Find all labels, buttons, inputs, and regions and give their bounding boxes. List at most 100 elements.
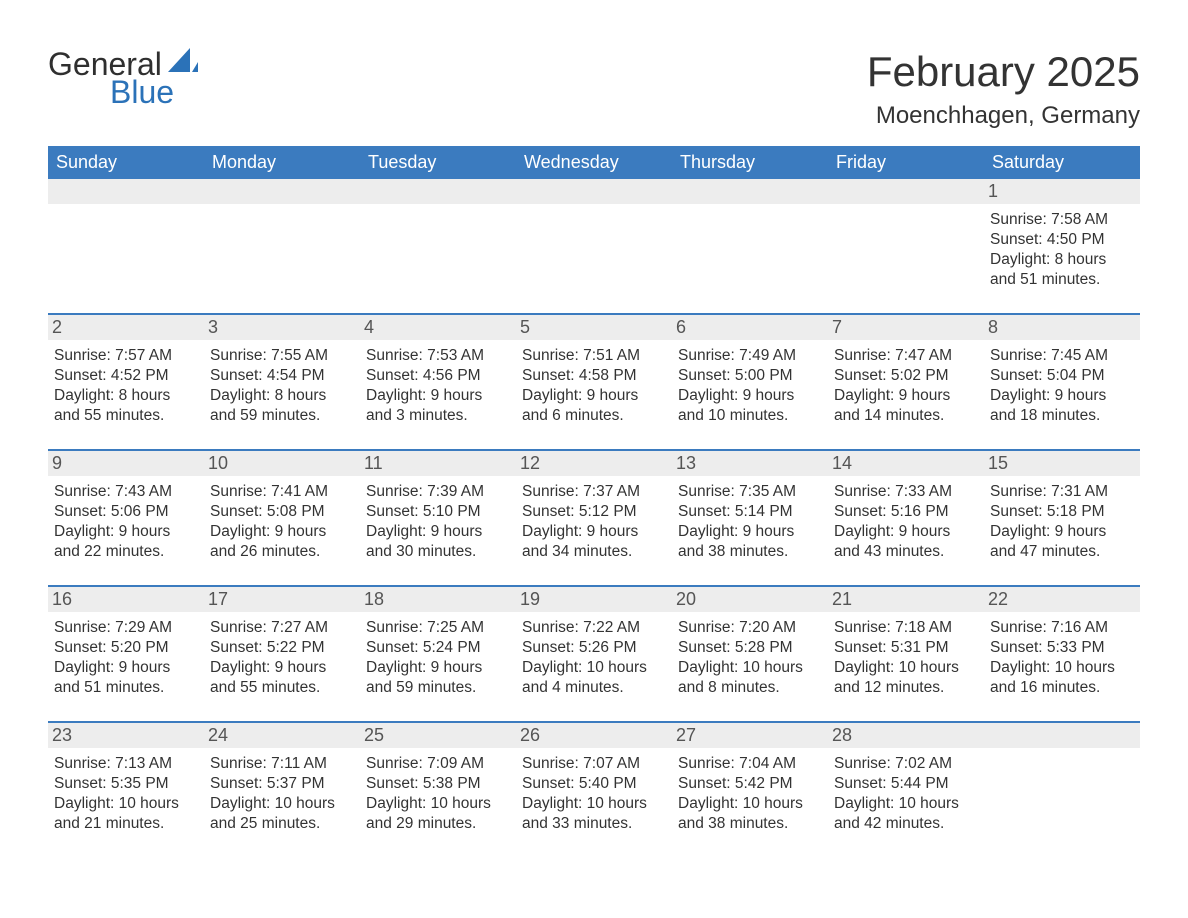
day-info: Sunrise: 7:07 AMSunset: 5:40 PMDaylight:…: [522, 754, 666, 835]
daylight2-text: and 22 minutes.: [54, 542, 198, 562]
sunset-text: Sunset: 5:04 PM: [990, 366, 1134, 386]
sunrise-text: Sunrise: 7:49 AM: [678, 346, 822, 366]
daylight1-text: Daylight: 9 hours: [522, 386, 666, 406]
daylight1-text: Daylight: 9 hours: [834, 522, 978, 542]
day-info: Sunrise: 7:49 AMSunset: 5:00 PMDaylight:…: [678, 346, 822, 427]
day-cell: 14 Sunrise: 7:33 AMSunset: 5:16 PMDayligh…: [828, 451, 984, 571]
sunset-text: Sunset: 5:26 PM: [522, 638, 666, 658]
sunrise-text: Sunrise: 7:07 AM: [522, 754, 666, 774]
dayhead-tue: Tuesday: [360, 146, 516, 179]
daylight2-text: and 25 minutes.: [210, 814, 354, 834]
daylight2-text: and 34 minutes.: [522, 542, 666, 562]
day-cell: 15Sunrise: 7:31 AMSunset: 5:18 PMDayligh…: [984, 451, 1140, 571]
dayhead-mon: Monday: [204, 146, 360, 179]
day-cell: [360, 179, 516, 299]
sunset-text: Sunset: 5:37 PM: [210, 774, 354, 794]
sunset-text: Sunset: 5:38 PM: [366, 774, 510, 794]
sunrise-text: Sunrise: 7:18 AM: [834, 618, 978, 638]
dayhead-sun: Sunday: [48, 146, 204, 179]
daylight2-text: and 14 minutes.: [834, 406, 978, 426]
day-cell: 16Sunrise: 7:29 AMSunset: 5:20 PMDayligh…: [48, 587, 204, 707]
daylight2-text: and 38 minutes.: [678, 814, 822, 834]
day-info: Sunrise: 7:16 AMSunset: 5:33 PMDaylight:…: [990, 618, 1134, 699]
daylight1-text: Daylight: 8 hours: [54, 386, 198, 406]
day-number: 21: [828, 587, 984, 612]
daylight1-text: Daylight: 9 hours: [678, 522, 822, 542]
sunset-text: Sunset: 5:33 PM: [990, 638, 1134, 658]
page: General Blue February 2025 Moenchhagen, …: [0, 0, 1188, 883]
day-cell: [984, 723, 1140, 843]
week-row: 9Sunrise: 7:43 AMSunset: 5:06 PMDaylight…: [48, 449, 1140, 571]
sunset-text: Sunset: 5:02 PM: [834, 366, 978, 386]
daylight1-text: Daylight: 9 hours: [366, 522, 510, 542]
daylight1-text: Daylight: 9 hours: [54, 658, 198, 678]
day-info: Sunrise: 7:57 AMSunset: 4:52 PMDaylight:…: [54, 346, 198, 427]
sunset-text: Sunset: 4:52 PM: [54, 366, 198, 386]
day-cell: 9Sunrise: 7:43 AMSunset: 5:06 PMDaylight…: [48, 451, 204, 571]
daylight2-text: and 59 minutes.: [366, 678, 510, 698]
sunrise-text: Sunrise: 7:09 AM: [366, 754, 510, 774]
daylight2-text: and 55 minutes.: [54, 406, 198, 426]
day-number: [984, 723, 1140, 748]
sunrise-text: Sunrise: 7:41 AM: [210, 482, 354, 502]
daylight1-text: Daylight: 10 hours: [678, 794, 822, 814]
day-number: [360, 179, 516, 204]
day-info: Sunrise: 7:04 AMSunset: 5:42 PMDaylight:…: [678, 754, 822, 835]
day-number: 12: [516, 451, 672, 476]
daylight2-text: and 12 minutes.: [834, 678, 978, 698]
daylight2-text: and 21 minutes.: [54, 814, 198, 834]
daylight2-text: and 38 minutes.: [678, 542, 822, 562]
sunrise-text: Sunrise: 7:51 AM: [522, 346, 666, 366]
daylight2-text: and 51 minutes.: [54, 678, 198, 698]
daylight2-text: and 4 minutes.: [522, 678, 666, 698]
daylight1-text: Daylight: 10 hours: [834, 794, 978, 814]
day-cell: 28Sunrise: 7:02 AMSunset: 5:44 PMDayligh…: [828, 723, 984, 843]
weeks-container: 1Sunrise: 7:58 AMSunset: 4:50 PMDaylight…: [48, 179, 1140, 843]
dayhead-wed: Wednesday: [516, 146, 672, 179]
day-cell: [828, 179, 984, 299]
day-info: Sunrise: 7:47 AMSunset: 5:02 PMDaylight:…: [834, 346, 978, 427]
sunrise-text: Sunrise: 7:27 AM: [210, 618, 354, 638]
day-cell: 13Sunrise: 7:35 AMSunset: 5:14 PMDayligh…: [672, 451, 828, 571]
day-info: Sunrise: 7:29 AMSunset: 5:20 PMDaylight:…: [54, 618, 198, 699]
day-cell: 1Sunrise: 7:58 AMSunset: 4:50 PMDaylight…: [984, 179, 1140, 299]
sunrise-text: Sunrise: 7:45 AM: [990, 346, 1134, 366]
day-cell: [672, 179, 828, 299]
day-cell: [516, 179, 672, 299]
day-number: 14: [828, 451, 984, 476]
dayhead-fri: Friday: [828, 146, 984, 179]
day-number: 17: [204, 587, 360, 612]
calendar: Sunday Monday Tuesday Wednesday Thursday…: [48, 146, 1140, 843]
daylight1-text: Daylight: 9 hours: [990, 386, 1134, 406]
daylight1-text: Daylight: 10 hours: [678, 658, 822, 678]
sunset-text: Sunset: 4:50 PM: [990, 230, 1134, 250]
day-info: Sunrise: 7:51 AMSunset: 4:58 PMDaylight:…: [522, 346, 666, 427]
day-info: Sunrise: 7:33 AMSunset: 5:16 PMDaylight:…: [834, 482, 978, 563]
day-cell: 24Sunrise: 7:11 AMSunset: 5:37 PMDayligh…: [204, 723, 360, 843]
sunset-text: Sunset: 5:20 PM: [54, 638, 198, 658]
day-cell: 21Sunrise: 7:18 AMSunset: 5:31 PMDayligh…: [828, 587, 984, 707]
day-info: Sunrise: 7:20 AMSunset: 5:28 PMDaylight:…: [678, 618, 822, 699]
day-cell: 23Sunrise: 7:13 AMSunset: 5:35 PMDayligh…: [48, 723, 204, 843]
day-info: Sunrise: 7:25 AMSunset: 5:24 PMDaylight:…: [366, 618, 510, 699]
day-number: 7: [828, 315, 984, 340]
sunrise-text: Sunrise: 7:31 AM: [990, 482, 1134, 502]
daylight1-text: Daylight: 8 hours: [210, 386, 354, 406]
daylight2-text: and 33 minutes.: [522, 814, 666, 834]
sunset-text: Sunset: 5:40 PM: [522, 774, 666, 794]
day-info: Sunrise: 7:11 AMSunset: 5:37 PMDaylight:…: [210, 754, 354, 835]
day-cell: 26 Sunrise: 7:07 AMSunset: 5:40 PMDayligh…: [516, 723, 672, 843]
day-info: Sunrise: 7:58 AMSunset: 4:50 PMDaylight:…: [990, 210, 1134, 291]
day-number: 28: [828, 723, 984, 748]
week-row: 1Sunrise: 7:58 AMSunset: 4:50 PMDaylight…: [48, 179, 1140, 299]
day-number: 26: [516, 723, 672, 748]
daylight1-text: Daylight: 9 hours: [210, 522, 354, 542]
day-number: [516, 179, 672, 204]
day-number: [672, 179, 828, 204]
day-number: [48, 179, 204, 204]
daylight1-text: Daylight: 8 hours: [990, 250, 1134, 270]
title-block: February 2025 Moenchhagen, Germany: [867, 48, 1140, 138]
daylight2-text: and 16 minutes.: [990, 678, 1134, 698]
sunset-text: Sunset: 4:56 PM: [366, 366, 510, 386]
sunset-text: Sunset: 5:31 PM: [834, 638, 978, 658]
